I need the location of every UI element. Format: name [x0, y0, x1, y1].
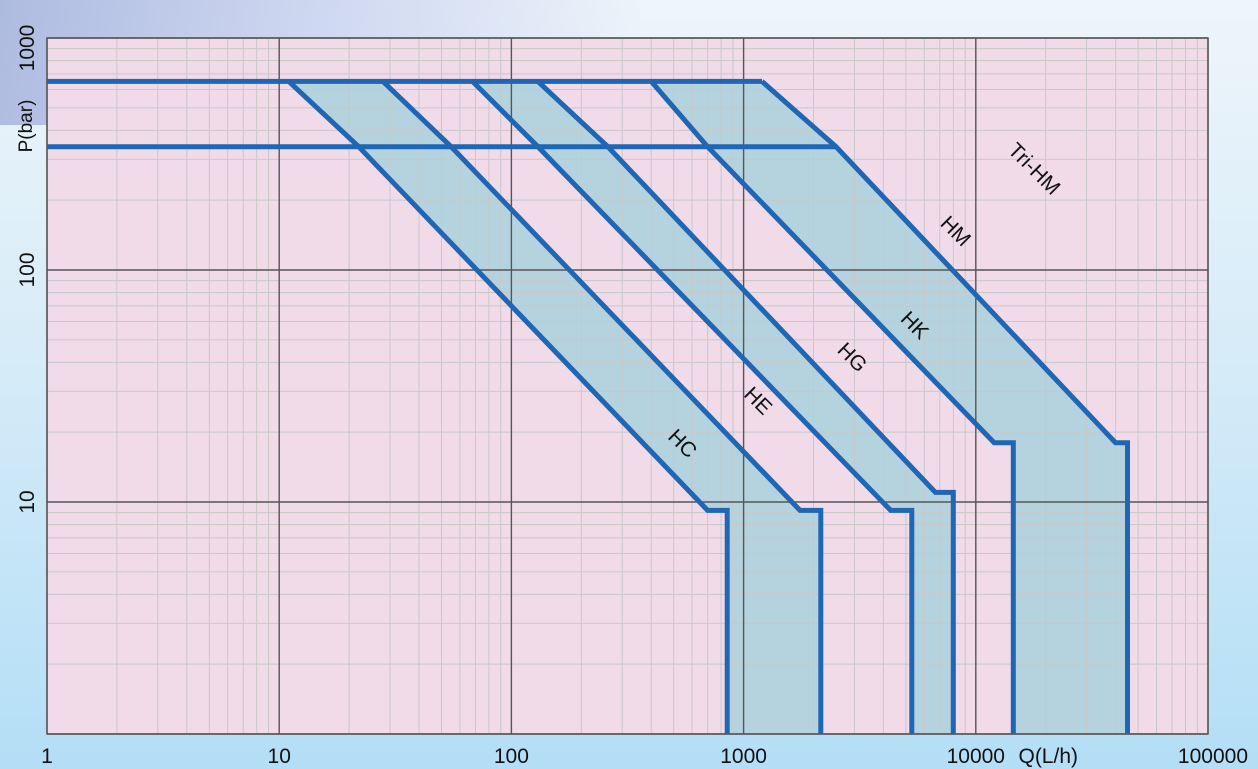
- series-line-hm: [649, 79, 1016, 734]
- x-tick-layer: 1 10 100 1000 10000 100000: [41, 745, 1248, 768]
- series-line-he: [381, 79, 824, 734]
- series-line-hg: [470, 79, 915, 734]
- y-tick-label: 1000: [16, 25, 39, 72]
- plot-frame: [46, 37, 1209, 735]
- x-tick-label: 1: [41, 745, 53, 768]
- series-line-hc: [287, 79, 730, 734]
- x-tick-label: 10000: [947, 745, 1005, 768]
- band-layer: [288, 81, 1128, 734]
- series-line-tri-hm: [760, 79, 1130, 734]
- x-tick-label: 10: [268, 745, 291, 768]
- x-tick-label: 100000: [1178, 745, 1248, 768]
- series-line-hk: [536, 79, 956, 734]
- curve-layer: [47, 78, 1130, 734]
- grid-layer: [46, 37, 1209, 735]
- x-tick-label: 1000: [720, 745, 767, 768]
- y-tick-layer: 10 100 1000: [16, 25, 39, 514]
- y-tick-label: 100: [16, 252, 39, 287]
- x-tick-label: 100: [494, 745, 529, 768]
- y-axis-label: P(bar): [16, 100, 37, 153]
- y-tick-label: 10: [16, 490, 39, 513]
- band-HM-Tri-HM: [651, 81, 1128, 734]
- band-HC-HE: [288, 81, 821, 734]
- x-axis-label: Q(L/h): [1018, 745, 1078, 768]
